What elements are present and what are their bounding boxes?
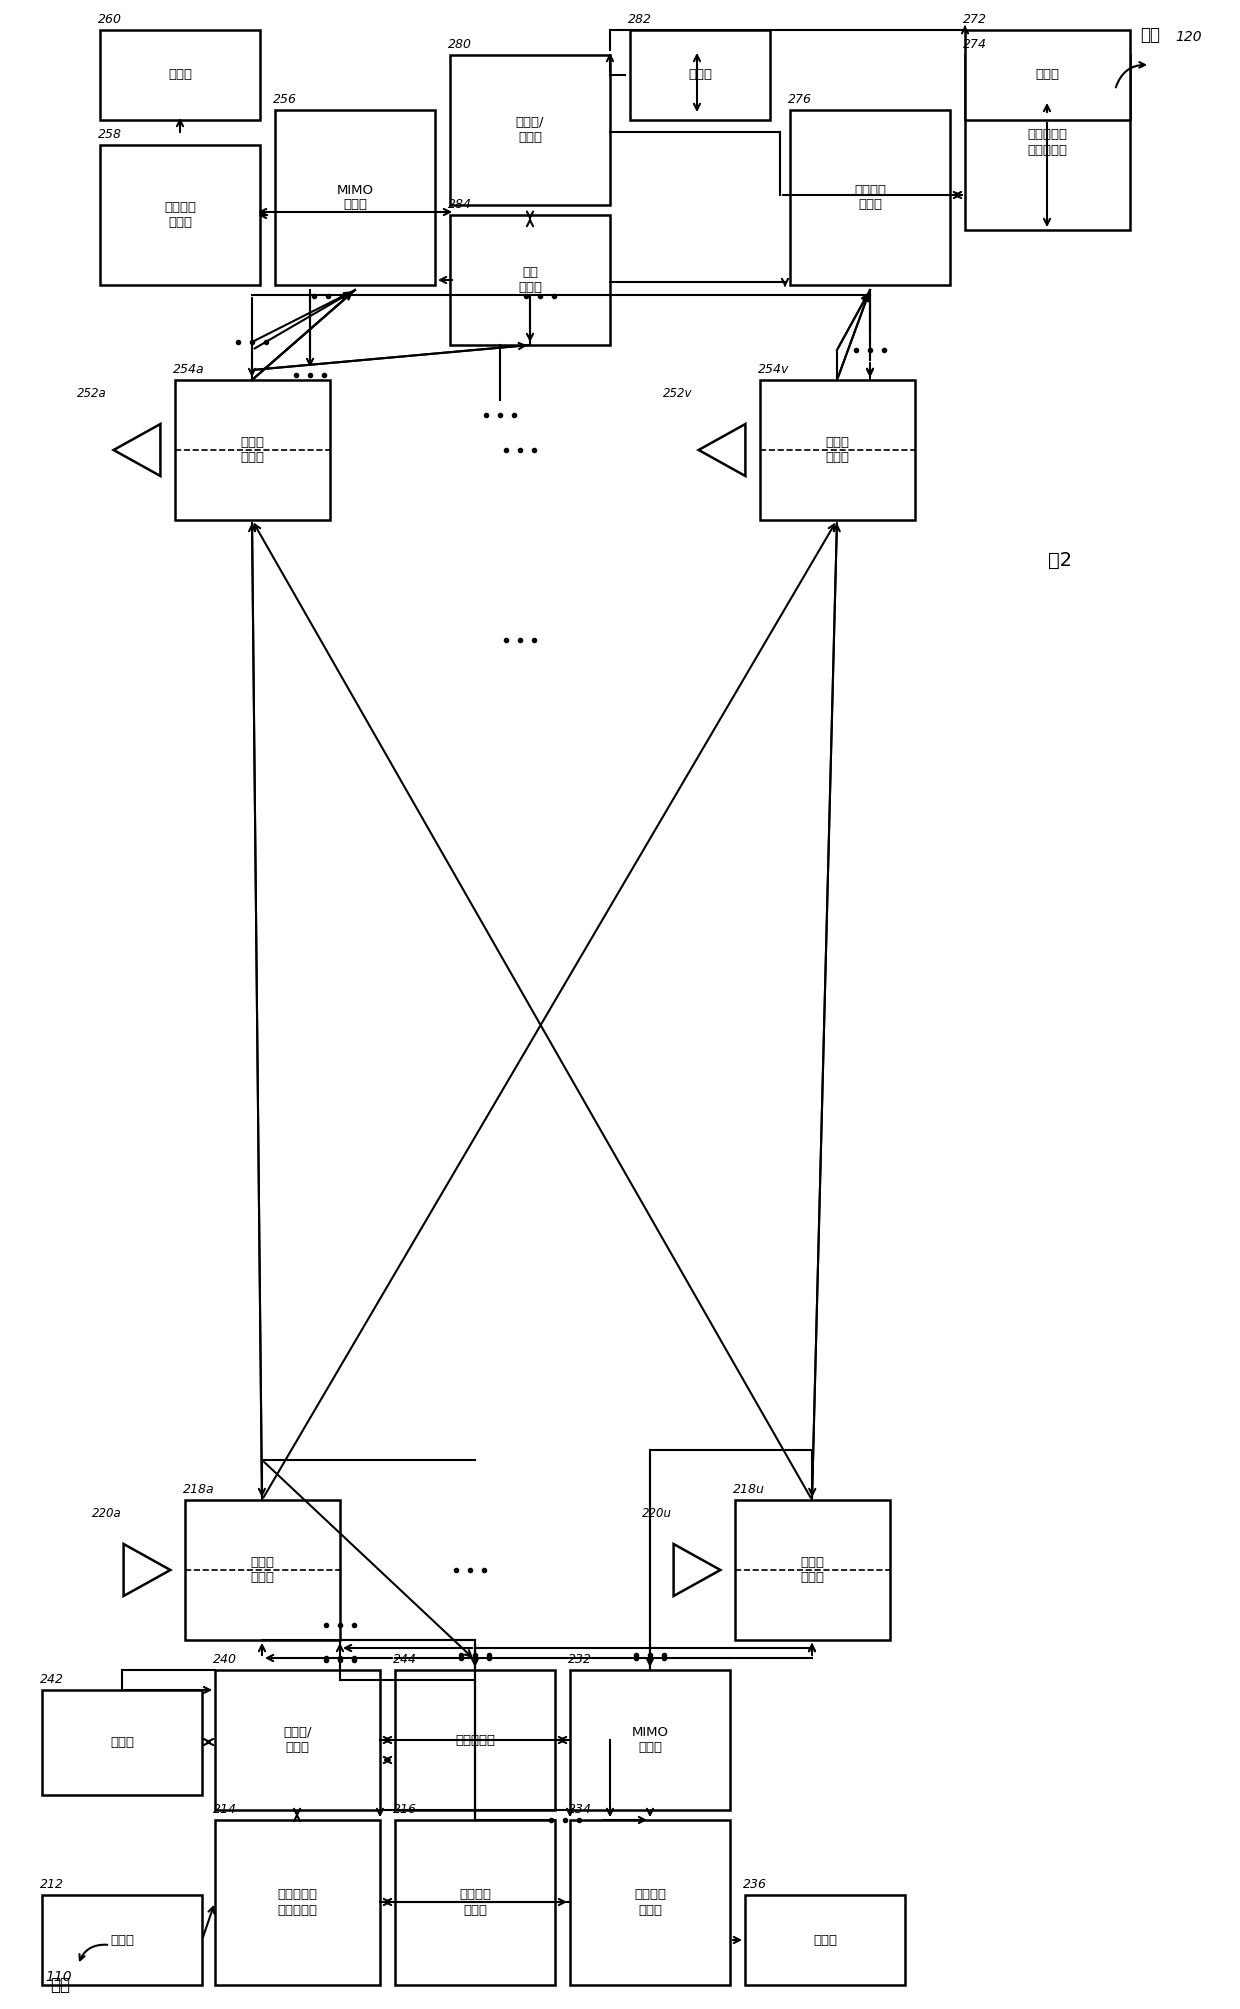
Text: 216: 216 (393, 1802, 417, 1816)
Text: 存储器: 存储器 (688, 68, 712, 82)
Text: 244: 244 (393, 1653, 417, 1665)
Text: 254a: 254a (174, 364, 205, 376)
Text: 发射数据和
导频处理器: 发射数据和 导频处理器 (1028, 129, 1068, 157)
Bar (450, 54, 610, 205)
Bar (630, 30, 770, 121)
Bar (175, 380, 330, 520)
Bar (100, 145, 260, 285)
Bar (185, 1501, 340, 1639)
Bar (396, 1820, 556, 1985)
Bar (215, 1669, 379, 1810)
Text: 终端: 终端 (1140, 26, 1159, 44)
Text: 280: 280 (448, 38, 472, 50)
Bar (745, 1894, 905, 1985)
Text: 220u: 220u (642, 1507, 672, 1521)
Bar (396, 1669, 556, 1810)
Bar (570, 1669, 730, 1810)
Text: 218a: 218a (184, 1483, 215, 1497)
Text: 发射数据和
导频处理器: 发射数据和 导频处理器 (278, 1888, 317, 1917)
Text: 220a: 220a (92, 1507, 122, 1521)
Text: 数据源: 数据源 (110, 1933, 134, 1947)
Bar (735, 1501, 890, 1639)
Bar (42, 1894, 202, 1985)
Text: 240: 240 (213, 1653, 237, 1665)
Text: 234: 234 (568, 1802, 591, 1816)
Bar (760, 380, 915, 520)
Text: 数据漏: 数据漏 (167, 68, 192, 82)
Text: 存储器: 存储器 (110, 1736, 134, 1750)
Text: 发射空间
处理器: 发射空间 处理器 (459, 1888, 491, 1917)
Text: 258: 258 (98, 129, 122, 141)
Text: 284: 284 (448, 199, 472, 211)
Text: 基站: 基站 (50, 1977, 69, 1995)
Text: 数据源: 数据源 (813, 1933, 837, 1947)
Text: 214: 214 (213, 1802, 237, 1816)
Text: 数据源: 数据源 (1035, 68, 1059, 82)
Text: 252v: 252v (662, 388, 692, 400)
Text: 调制器
解调器: 调制器 解调器 (801, 1557, 825, 1583)
Bar (100, 30, 260, 121)
Text: 254v: 254v (758, 364, 790, 376)
Text: 解调器
调制器: 解调器 调制器 (826, 436, 849, 464)
Text: 图2: 图2 (1048, 550, 1073, 569)
Text: 120: 120 (1176, 30, 1202, 44)
Text: 274: 274 (963, 38, 987, 50)
Text: 控制器/
处理器: 控制器/ 处理器 (516, 117, 544, 145)
Text: 发射空间
处理器: 发射空间 处理器 (854, 183, 887, 211)
Bar (965, 54, 1130, 229)
Bar (450, 215, 610, 346)
Bar (965, 30, 1130, 121)
Text: 控制器/
处理器: 控制器/ 处理器 (283, 1726, 311, 1754)
Bar (570, 1820, 730, 1985)
Text: 信道处理器: 信道处理器 (455, 1734, 495, 1746)
Text: MIMO
检测器: MIMO 检测器 (631, 1726, 668, 1754)
Text: 接收数据
处理器: 接收数据 处理器 (164, 201, 196, 229)
Text: 调制器
解调器: 调制器 解调器 (250, 1557, 274, 1583)
Text: 272: 272 (963, 12, 987, 26)
Text: 276: 276 (787, 92, 812, 106)
Text: 252a: 252a (77, 388, 107, 400)
Text: 242: 242 (40, 1673, 64, 1686)
Text: 282: 282 (627, 12, 652, 26)
Text: 218u: 218u (733, 1483, 765, 1497)
Bar (215, 1820, 379, 1985)
Text: 232: 232 (568, 1653, 591, 1665)
Text: 260: 260 (98, 12, 122, 26)
Text: 接收数据
处理器: 接收数据 处理器 (634, 1888, 666, 1917)
Bar (42, 1690, 202, 1794)
Bar (275, 110, 435, 285)
Bar (790, 110, 950, 285)
Text: MIMO
检测器: MIMO 检测器 (336, 183, 373, 211)
Text: 110: 110 (45, 1971, 72, 1985)
Text: 256: 256 (273, 92, 298, 106)
Text: 212: 212 (40, 1878, 64, 1890)
Text: 信道
处理器: 信道 处理器 (518, 265, 542, 293)
Text: 236: 236 (743, 1878, 768, 1890)
Text: 解调器
调制器: 解调器 调制器 (241, 436, 264, 464)
